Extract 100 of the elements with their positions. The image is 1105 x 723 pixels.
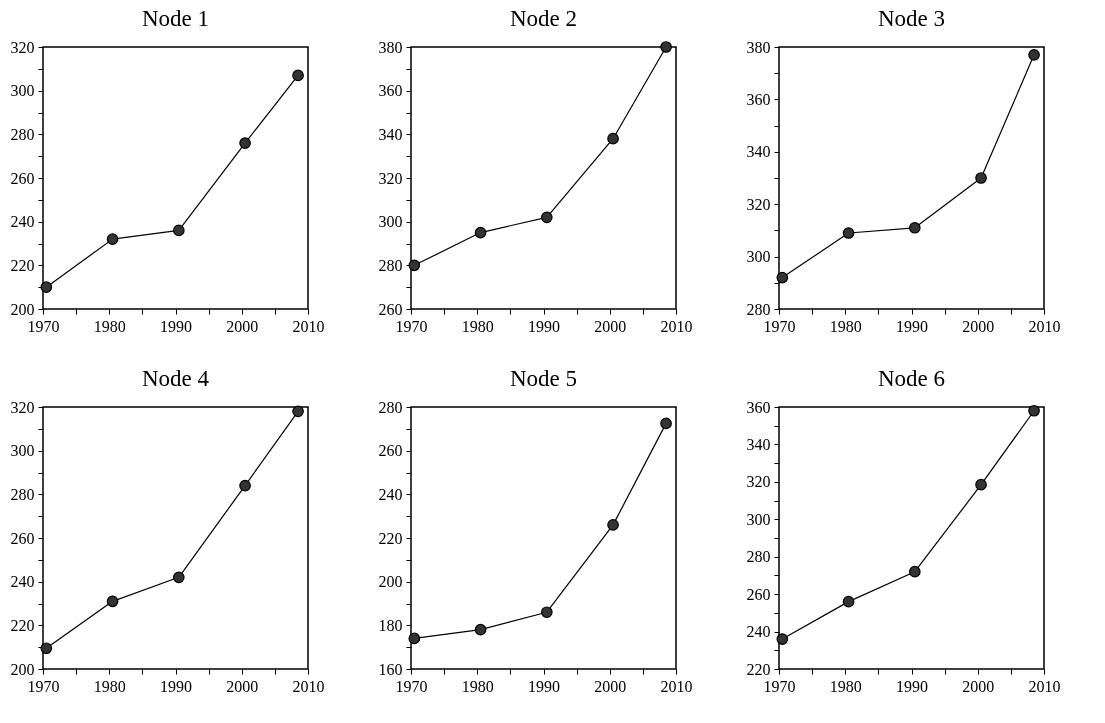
point: [660, 41, 672, 53]
point: [239, 137, 251, 149]
y-tick-label: 220: [746, 660, 771, 678]
chart-title: Node 3: [877, 6, 946, 31]
point: [908, 221, 921, 234]
y-tick-label: 320: [746, 195, 771, 213]
x-tick-label: 1980: [829, 677, 862, 695]
chart-title: Node 4: [141, 366, 210, 391]
chart-title: Node 5: [509, 366, 578, 391]
y-tick-label: 240: [10, 213, 35, 231]
point: [975, 478, 987, 491]
y-tick-label: 260: [746, 585, 771, 603]
point: [842, 227, 855, 239]
x-tick-label: 1970: [763, 677, 796, 695]
y-tick-label: 240: [378, 485, 403, 503]
point: [776, 633, 789, 645]
y-tick-label: 280: [746, 300, 771, 318]
y-tick-label: 320: [378, 169, 403, 187]
chart-title: Node 2: [509, 6, 578, 31]
x-tick-label: 2010: [660, 317, 693, 335]
y-tick-label: 260: [378, 442, 403, 460]
x-tick-label: 2010: [292, 317, 325, 335]
x-tick-label: 2010: [1028, 677, 1061, 695]
point: [607, 519, 619, 531]
y-tick-label: 340: [746, 143, 771, 161]
point: [106, 233, 119, 245]
y-tick-label: 320: [10, 38, 35, 56]
x-tick-label: 1970: [763, 317, 796, 335]
x-tick-label: 2000: [226, 317, 259, 335]
point: [106, 595, 119, 608]
y-tick-label: 360: [746, 90, 771, 108]
point: [474, 623, 487, 636]
chart-title: Node 1: [141, 6, 210, 31]
y-tick-label: 380: [378, 38, 403, 56]
y-tick-label: 200: [10, 660, 35, 678]
point: [40, 281, 53, 293]
point: [540, 606, 553, 619]
y-tick-label: 280: [10, 125, 35, 143]
y-tick-label: 200: [378, 573, 403, 591]
y-tick-label: 220: [10, 616, 35, 634]
y-tick-label: 280: [746, 548, 771, 566]
y-tick-label: 340: [746, 435, 771, 453]
y-tick-label: 300: [10, 442, 35, 460]
point: [540, 211, 553, 224]
point: [172, 224, 185, 237]
point: [660, 417, 672, 430]
point: [474, 226, 487, 239]
x-tick-label: 1990: [528, 317, 560, 335]
point: [842, 595, 855, 608]
y-tick-label: 300: [10, 82, 35, 100]
x-tick-label: 1990: [896, 317, 928, 335]
point: [1028, 404, 1040, 417]
x-tick-label: 1990: [528, 677, 560, 695]
y-tick-label: 280: [10, 485, 35, 503]
y-tick-label: 300: [746, 248, 771, 266]
x-tick-label: 2000: [962, 317, 995, 335]
x-tick-label: 1970: [395, 317, 428, 335]
y-tick-label: 360: [378, 82, 403, 100]
x-tick-label: 1990: [896, 677, 928, 695]
x-tick-label: 2010: [660, 677, 693, 695]
x-tick-label: 1980: [93, 317, 126, 335]
x-tick-label: 1980: [461, 677, 494, 695]
x-tick-label: 2000: [962, 677, 995, 695]
x-tick-label: 1990: [160, 677, 192, 695]
y-tick-label: 340: [378, 125, 403, 143]
point: [975, 172, 987, 184]
point: [776, 271, 789, 284]
y-tick-label: 240: [746, 623, 771, 641]
x-tick-label: 2000: [594, 317, 627, 335]
x-tick-label: 1980: [93, 677, 126, 695]
x-tick-label: 1990: [160, 317, 192, 335]
point: [172, 571, 185, 584]
x-tick-label: 1980: [461, 317, 494, 335]
y-tick-label: 320: [10, 398, 35, 416]
y-tick-label: 360: [746, 398, 771, 416]
point: [239, 479, 251, 492]
point: [408, 632, 421, 645]
x-tick-label: 2010: [1028, 317, 1061, 335]
y-tick-label: 220: [10, 256, 35, 274]
y-tick-label: 380: [746, 38, 771, 56]
x-tick-label: 1980: [829, 317, 862, 335]
y-tick-label: 300: [378, 213, 403, 231]
point: [908, 565, 921, 578]
y-tick-label: 180: [378, 616, 403, 634]
point: [1028, 49, 1040, 61]
chart-title: Node 6: [877, 366, 946, 391]
y-tick-label: 320: [746, 473, 771, 491]
y-tick-label: 260: [10, 529, 35, 547]
x-tick-label: 2000: [594, 677, 627, 695]
point: [607, 132, 619, 145]
y-tick-label: 300: [746, 510, 771, 528]
y-tick-label: 220: [378, 529, 403, 547]
x-tick-label: 1970: [27, 317, 60, 335]
point: [292, 69, 304, 82]
y-tick-label: 260: [378, 300, 403, 318]
x-tick-label: 2010: [292, 677, 325, 695]
point: [408, 259, 421, 272]
y-tick-label: 280: [378, 256, 403, 274]
y-tick-label: 200: [10, 300, 35, 318]
y-tick-label: 260: [10, 169, 35, 187]
